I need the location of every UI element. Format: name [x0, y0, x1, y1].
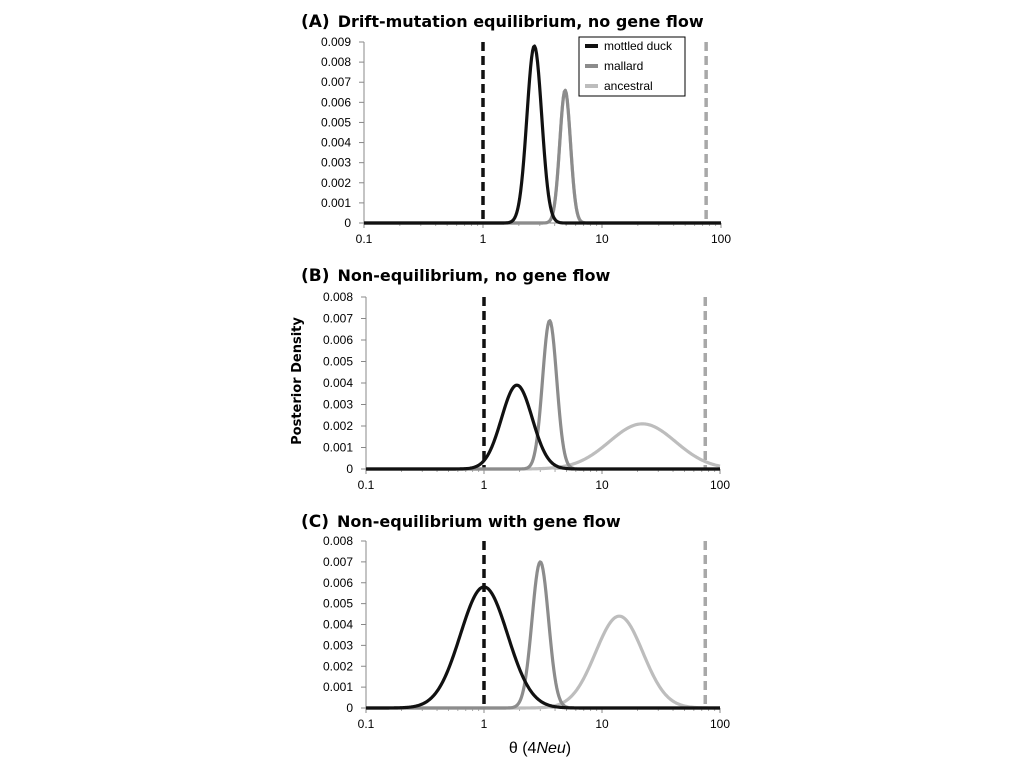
y-tick-label: 0.001	[323, 441, 353, 455]
x-tick-label: 10	[595, 717, 609, 731]
series-line-mottled-duck	[365, 383, 721, 471]
y-tick-label: 0.004	[323, 618, 353, 632]
y-tick-label: 0.006	[323, 576, 353, 590]
series-line-ancestral	[365, 614, 721, 710]
x-tick-label: 1	[481, 717, 488, 731]
x-tick-label: 0.1	[358, 478, 375, 492]
y-tick-label: 0.008	[323, 534, 353, 548]
panel-2: (B) Non-equilibrium, no gene flow 0 0.001 0.…	[301, 266, 730, 492]
x-tick-label: 0.1	[358, 717, 375, 731]
panel-label: (B)	[301, 266, 330, 286]
x-tick-label: 10	[595, 232, 609, 246]
y-tick-label: 0.003	[323, 638, 353, 652]
y-tick-label: 0.001	[321, 196, 351, 210]
x-tick-label: 1	[480, 232, 487, 246]
panel-3: (C) Non-equilibrium with gene flow 0 0.001 0…	[301, 512, 730, 731]
x-tick-label: 100	[711, 232, 731, 246]
y-tick-label: 0.007	[323, 312, 353, 326]
y-tick-label: 0.002	[321, 176, 351, 190]
y-tick-label: 0.007	[323, 555, 353, 569]
panel-title: (C) Non-equilibrium with gene flow	[301, 512, 621, 532]
legend-label: mottled duck	[604, 39, 673, 53]
panel-title-text: Non-equilibrium with gene flow	[337, 512, 621, 531]
panel-title-text: Drift-mutation equilibrium, no gene flow	[338, 12, 704, 31]
y-tick-label: 0.005	[323, 597, 353, 611]
x-tick-label: 1	[481, 478, 488, 492]
y-tick-label: 0.005	[321, 115, 351, 129]
legend-items: mottled duck mallard ancestral	[585, 39, 673, 93]
y-tick-label: 0	[346, 701, 353, 715]
y-tick-label: 0	[346, 462, 353, 476]
legend: mottled duck mallard ancestral	[578, 36, 686, 97]
y-tick-label: 0.003	[323, 398, 353, 412]
y-tick-label: 0.006	[321, 95, 351, 109]
x-tick-label: 10	[595, 478, 609, 492]
x-axis-title: θ (4Neu)	[509, 740, 571, 757]
panel-title-text: Non-equilibrium, no gene flow	[338, 266, 611, 285]
series-line-mallard	[365, 560, 721, 710]
x-tick-label: 100	[710, 478, 730, 492]
y-axis-title: Posterior Density	[290, 317, 305, 445]
y-tick-label: 0.008	[323, 290, 353, 304]
y-tick-label: 0.003	[321, 156, 351, 170]
y-tick-label: 0.004	[323, 376, 353, 390]
series-line-mottled-duck	[365, 585, 721, 710]
legend-label: mallard	[604, 59, 643, 73]
panel-label: (A)	[301, 12, 330, 32]
legend-label: ancestral	[604, 79, 653, 93]
y-tick-label: 0.002	[323, 419, 353, 433]
x-tick-label: 0.1	[356, 232, 373, 246]
y-tick-label: 0.006	[323, 333, 353, 347]
y-tick-label: 0.008	[321, 55, 351, 69]
panels-group: (A) Drift-mutation equilibrium, no gene f…	[301, 12, 731, 731]
panel-title: (B) Non-equilibrium, no gene flow	[301, 266, 611, 286]
y-tick-label: 0.002	[323, 659, 353, 673]
series-line-mottled-duck	[363, 44, 722, 225]
y-tick-label: 0.009	[321, 35, 351, 49]
panel-1: (A) Drift-mutation equilibrium, no gene f…	[301, 12, 731, 246]
y-tick-label: 0.004	[321, 136, 351, 150]
panel-label: (C)	[301, 512, 329, 532]
x-tick-label: 100	[710, 717, 730, 731]
y-tick-label: 0.001	[323, 680, 353, 694]
panel-title: (A) Drift-mutation equilibrium, no gene f…	[301, 12, 704, 32]
y-tick-label: 0	[344, 216, 351, 230]
y-tick-label: 0.007	[321, 75, 351, 89]
y-tick-label: 0.005	[323, 355, 353, 369]
